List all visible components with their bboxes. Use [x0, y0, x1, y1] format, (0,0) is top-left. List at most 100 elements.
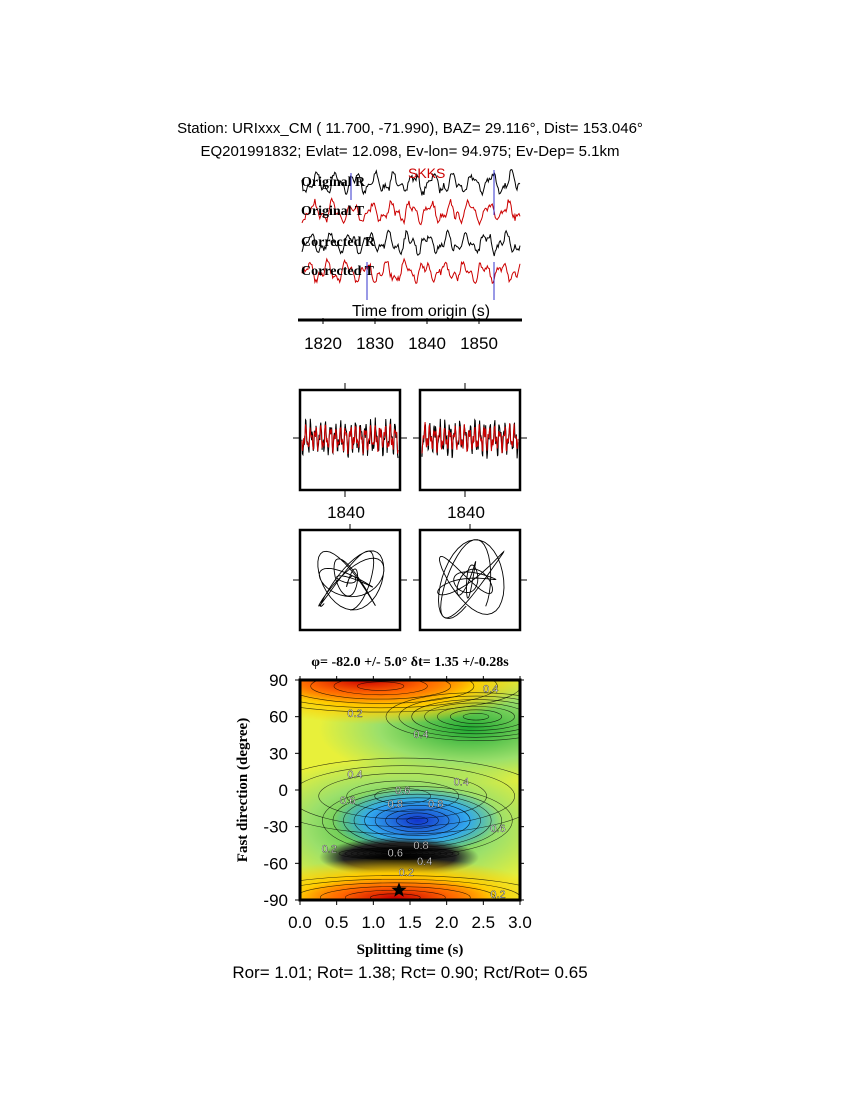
contour-label-7: 0.6: [395, 785, 410, 797]
contour-label-12: 0.2: [322, 844, 337, 856]
particle-motion-2: [437, 539, 505, 620]
x-tick-label-7: 3.0: [508, 913, 532, 932]
contour-label-4: 0.4: [347, 769, 362, 781]
contour-5-2: [346, 780, 459, 812]
trace-1: [301, 168, 521, 197]
trace-tick-label-1: 1820: [304, 334, 342, 353]
contour-0-3: [380, 851, 418, 856]
waveform-panel-1: [298, 388, 402, 492]
contour-4-3: [320, 886, 471, 900]
contour-label-9: 0.8: [428, 798, 443, 810]
contour-5-1: [374, 788, 431, 805]
y-tick-label-2: 60: [269, 708, 288, 727]
contour-5-5: [300, 757, 520, 835]
contour-1-7: [343, 793, 492, 848]
blob-red-top: [300, 680, 476, 704]
blob-red-bottom: [300, 877, 496, 900]
waveform-slow-2: [421, 421, 519, 454]
contour-label-3: 0.4: [413, 729, 428, 741]
contour-3-2: [333, 680, 428, 696]
contour-3-5: [300, 680, 498, 709]
contour-3-1: [357, 681, 405, 691]
y-tick-label-6: -60: [263, 854, 288, 873]
x-tick-label-5: 2.0: [435, 913, 459, 932]
contour-1-3: [385, 808, 450, 833]
contour-0-9: [344, 847, 454, 860]
contour-label-2: 0.4: [483, 684, 498, 696]
contour-2-2: [449, 709, 502, 724]
y-tick-label-1: 90: [269, 671, 288, 690]
contour-5-3: [318, 773, 487, 820]
contour-0-10: [338, 847, 460, 860]
trace-2: [301, 197, 521, 227]
contour-0-4: [374, 850, 424, 857]
waveform-tick-label-2: 1840: [447, 503, 485, 522]
heatmap-ylabel: Fast direction (degree): [235, 718, 251, 862]
contour-0-2: [386, 852, 412, 856]
trace-label-4: Corrected T: [301, 264, 375, 279]
y-tick-label-7: -90: [263, 891, 288, 910]
contour-2-3: [437, 706, 515, 728]
contour-2-5: [411, 699, 520, 735]
trace-xlabel: Time from origin (s): [352, 303, 490, 320]
trace-label-3: Corrected R: [301, 235, 376, 250]
contour-5-4: [300, 765, 515, 827]
y-tick-label-5: -30: [263, 818, 288, 837]
contour-1-4: [374, 805, 460, 836]
contour-1-6: [353, 797, 481, 844]
contour-label-14: 0.4: [417, 856, 432, 868]
contour-label-16: 0.2: [490, 889, 505, 901]
contour-2-7: [385, 692, 520, 741]
particle-motion-panel-1: [298, 528, 402, 632]
x-tick-label-3: 1.0: [362, 913, 386, 932]
contour-3-3: [310, 680, 451, 700]
phase-label: SKKS: [408, 165, 445, 181]
contour-label-13: 0.6: [388, 847, 403, 859]
contour-3-4: [300, 680, 475, 704]
contour-label-5: 0.4: [454, 776, 469, 788]
contour-1-9: [322, 786, 513, 855]
contour-label-6: 0.6: [340, 795, 355, 807]
trace-tick-label-4: 1850: [460, 334, 498, 353]
trace-tick-label-3: 1840: [408, 334, 446, 353]
waveform-panel-2: [418, 388, 522, 492]
contour-1-1: [406, 816, 429, 825]
contour-label-10: 0.6: [490, 823, 505, 835]
trace-label-2: Original T: [301, 204, 365, 219]
waveform-tick-label-1: 1840: [327, 503, 365, 522]
waveform-slow-1: [301, 423, 399, 455]
x-tick-label-4: 1.5: [398, 913, 422, 932]
contour-label-11: 0.8: [413, 840, 428, 852]
y-tick-label-4: 0: [279, 781, 288, 800]
trace-4: [301, 257, 521, 285]
y-tick-label-3: 30: [269, 744, 288, 763]
particle-motion-1: [317, 550, 385, 611]
contour-1-8: [332, 790, 503, 852]
trace-label-1: Original R: [301, 175, 366, 190]
contour-label-1: 0.2: [347, 708, 362, 720]
contour-label-8: 0.8: [388, 798, 403, 810]
contour-0-8: [350, 848, 448, 859]
contour-2-4: [424, 702, 520, 731]
station-header: Station: URIxxx_CM ( 11.700, -71.990), B…: [177, 120, 643, 137]
contour-2-6: [398, 695, 520, 738]
particle-motion-panel-2: [418, 528, 522, 632]
heatmap-field: 0.20.40.40.40.40.60.60.8 0.80.60.80.2 0.60…: [300, 680, 520, 901]
x-tick-label-1: 0.0: [288, 913, 312, 932]
footer-ratios: Ror= 1.01; Rot= 1.38; Rct= 0.90; Rct/Rot…: [232, 963, 588, 982]
heatmap-xlabel: Splitting time (s): [357, 942, 464, 958]
contour-1-2: [395, 812, 439, 829]
x-tick-label-6: 2.5: [472, 913, 496, 932]
heatmap-title: φ= -82.0 +/- 5.0° δt= 1.35 +/-0.28s: [311, 655, 509, 670]
trace-3: [301, 229, 521, 257]
contour-4-4: [300, 882, 496, 900]
contour-4-5: [300, 878, 520, 900]
contour-0-5: [368, 850, 430, 857]
x-tick-label-2: 0.5: [325, 913, 349, 932]
contour-4-6: [300, 875, 520, 886]
event-header: EQ201991832; Evlat= 12.098, Ev-lon= 94.9…: [200, 143, 620, 160]
trace-tick-label-2: 1830: [356, 334, 394, 353]
best-solution-star: [391, 882, 407, 897]
contour-2-1: [462, 712, 490, 721]
